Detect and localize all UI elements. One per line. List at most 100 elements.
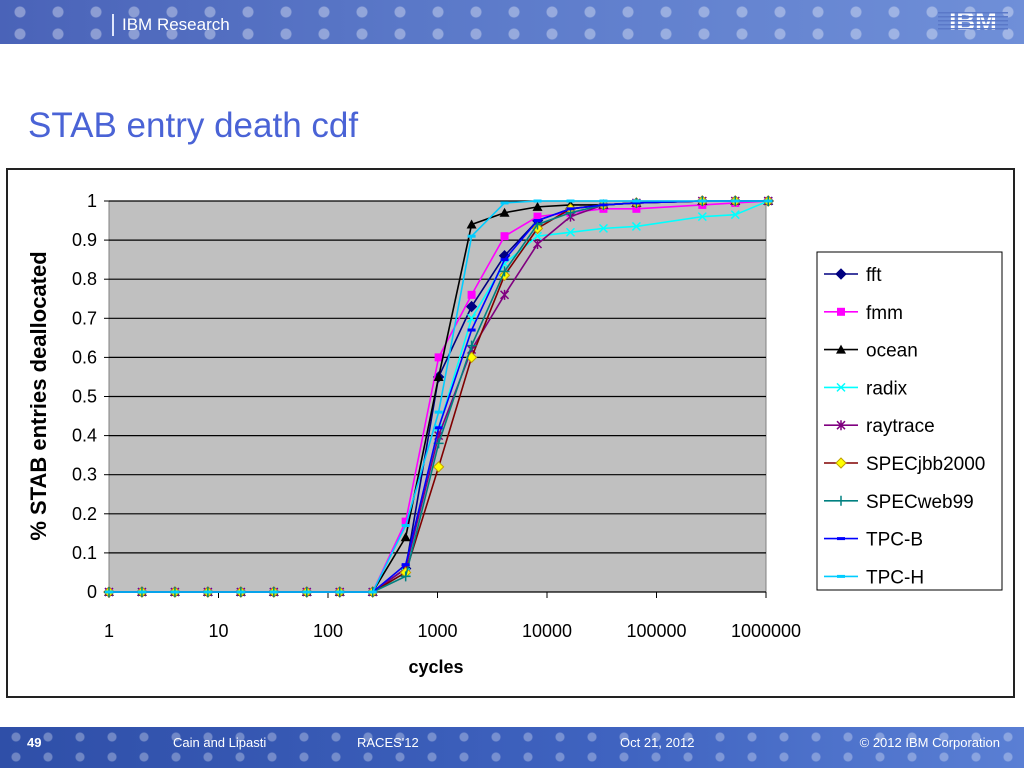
page-number: 49 <box>27 735 42 750</box>
y-tick-label: 0 <box>87 582 97 602</box>
y-tick-label: 0.6 <box>72 347 97 367</box>
data-point <box>566 207 575 211</box>
data-point <box>835 268 847 280</box>
legend-item: radix <box>824 378 908 399</box>
slide-title: STAB entry death cdf <box>28 106 359 145</box>
legend-label: raytrace <box>866 416 935 437</box>
footer-authors: Cain and Lipasti <box>173 735 267 750</box>
y-tick-label: 0.5 <box>72 387 97 407</box>
legend-item: SPECjbb2000 <box>824 454 985 475</box>
data-point <box>837 307 845 316</box>
legend-box <box>816 251 1003 591</box>
data-point <box>632 204 641 213</box>
data-point <box>170 590 179 594</box>
data-point <box>836 420 846 431</box>
data-point <box>400 532 411 542</box>
footer-bar: 49 Cain and Lipasti RACES'12 Oct 21, 201… <box>0 727 1024 768</box>
data-point <box>236 590 245 594</box>
legend-item: TPC-H <box>824 567 924 588</box>
data-point <box>466 219 477 229</box>
data-point <box>105 590 113 594</box>
x-tick-label: 10 <box>208 621 228 641</box>
y-axis-ticks: 0 0.1 0.2 0.3 0.4 0.5 0.6 0.7 0.8 0.9 1 <box>72 191 109 602</box>
legend-label: TPC-B <box>866 530 923 551</box>
data-point <box>401 563 410 567</box>
data-point <box>836 382 846 392</box>
footer-conference: RACES'12 <box>357 735 419 750</box>
data-point <box>434 353 443 362</box>
legend-item: SPECweb99 <box>824 492 974 513</box>
legend-label: fft <box>866 265 882 286</box>
data-point <box>500 201 509 205</box>
data-point <box>368 590 377 594</box>
y-tick-label: 0.9 <box>72 230 97 250</box>
data-point <box>434 426 443 430</box>
data-point <box>434 410 443 414</box>
data-point <box>432 461 445 473</box>
stab-cdf-chart: 1 10 100 1000 10000 100000 1000000 00.10.20.30… <box>26 191 1003 677</box>
data-point <box>731 199 740 203</box>
data-point <box>632 199 641 203</box>
y-tick-label: 0.2 <box>72 504 97 524</box>
data-point <box>499 207 510 217</box>
y-tick-label: 0.4 <box>72 426 97 446</box>
y-tick-label: 0.7 <box>72 308 97 328</box>
x-tick-label: 100 <box>313 621 343 641</box>
data-point <box>533 199 542 203</box>
data-point <box>401 517 410 526</box>
y-tick-label: 0.3 <box>72 465 97 485</box>
y-tick-label: 1 <box>87 191 97 211</box>
data-point <box>837 574 845 578</box>
legend-label: SPECjbb2000 <box>866 454 985 475</box>
y-tick-label: 0.8 <box>72 269 97 289</box>
data-point <box>764 199 773 203</box>
x-tick-label: 10000 <box>522 621 572 641</box>
y-tick-label: 0.1 <box>72 543 97 563</box>
data-point <box>467 290 476 299</box>
legend-item: ocean <box>824 341 918 362</box>
data-point <box>632 201 641 205</box>
x-tick-label: 1 <box>104 621 114 641</box>
header-title: IBM Research <box>122 15 230 34</box>
x-tick-label: 1000000 <box>731 621 801 641</box>
data-point <box>401 524 410 528</box>
data-point <box>598 223 608 233</box>
series-line <box>109 200 769 593</box>
data-point <box>599 199 608 203</box>
data-point <box>400 571 411 582</box>
data-point <box>467 234 476 238</box>
legend-item: TPC-B <box>824 530 923 551</box>
y-axis-label: % STAB entries deallocated <box>26 251 51 540</box>
data-point <box>565 227 576 237</box>
data-point <box>836 495 846 506</box>
legend-item: fft <box>824 265 882 286</box>
data-point <box>533 219 542 223</box>
header-bar: IBM Research IBM <box>0 0 1024 44</box>
data-point <box>631 221 641 231</box>
legend-label: radix <box>866 378 908 399</box>
data-point <box>302 590 311 594</box>
data-point <box>467 328 476 332</box>
data-point <box>533 212 542 221</box>
data-point <box>465 300 478 313</box>
data-point <box>697 212 707 222</box>
data-point <box>500 232 509 241</box>
data-point <box>835 457 847 469</box>
legend-label: TPC-H <box>866 567 924 588</box>
data-point <box>599 203 608 207</box>
legend-item: fmm <box>824 303 903 324</box>
legend-label: fmm <box>866 303 903 324</box>
data-point <box>433 371 444 381</box>
x-tick-label: 1000 <box>417 621 457 641</box>
header-divider <box>112 14 114 36</box>
footer-copyright: © 2012 IBM Corporation <box>859 735 1000 750</box>
data-point <box>500 289 510 300</box>
legend-item: raytrace <box>824 416 935 437</box>
data-point <box>269 590 278 594</box>
data-point <box>500 258 509 262</box>
data-point <box>837 537 845 541</box>
ibm-logo: IBM <box>938 6 1008 36</box>
data-point <box>532 239 543 250</box>
data-point <box>836 344 846 354</box>
series-tpc-h <box>105 199 773 594</box>
